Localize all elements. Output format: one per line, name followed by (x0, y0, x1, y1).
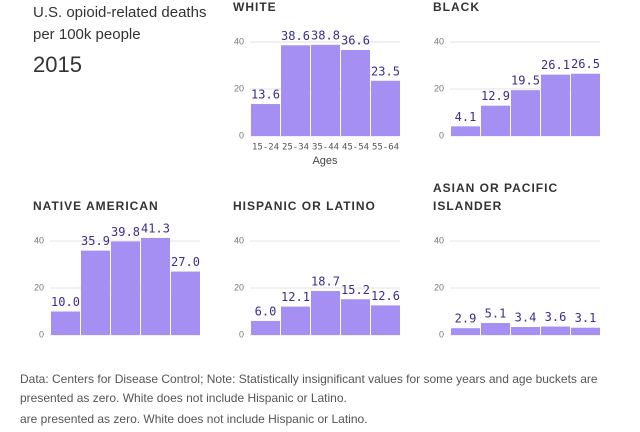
y-tick-label: 20 (234, 83, 244, 93)
bar (171, 271, 200, 335)
year: 2015 (33, 52, 82, 77)
x-tick-label: 55-64 (372, 143, 399, 153)
bar (341, 299, 370, 335)
bar (451, 328, 480, 335)
x-axis-label: Ages (312, 155, 338, 167)
value-label: 12.1 (281, 290, 310, 304)
y-tick-label: 40 (234, 36, 244, 46)
bar (371, 305, 400, 335)
bar (251, 104, 280, 136)
bar (511, 90, 540, 136)
bar (81, 250, 110, 335)
bar (481, 323, 510, 335)
bar (541, 326, 570, 335)
value-label: 6.0 (255, 304, 277, 318)
bar (451, 126, 480, 136)
bar (141, 237, 170, 335)
value-label: 27.0 (171, 255, 200, 269)
x-tick-label: 35-44 (312, 143, 339, 153)
note: are presented as zero. White does not in… (20, 412, 368, 426)
value-label: 36.6 (341, 33, 370, 47)
bar (281, 45, 310, 136)
bar (481, 105, 510, 136)
bar (341, 49, 370, 136)
panel-title: ASIAN OR PACIFIC ISLANDER (433, 181, 559, 214)
value-label: 5.1 (485, 307, 507, 321)
value-label: 26.1 (541, 58, 570, 72)
value-label: 18.7 (311, 275, 340, 289)
value-label: 38.8 (311, 28, 340, 42)
bar (311, 291, 340, 335)
value-label: 10.0 (51, 295, 80, 309)
value-label: 38.6 (281, 29, 310, 43)
y-tick-label: 0 (39, 329, 44, 339)
page-title: U.S. opioid-related deaths per 100k peop… (33, 4, 207, 43)
x-tick-label: 25-34 (282, 143, 309, 153)
y-tick-label: 40 (434, 36, 444, 46)
bar (51, 311, 80, 335)
notes: Data: Centers for Disease Control; Note:… (20, 370, 625, 431)
value-label: 3.1 (575, 311, 597, 325)
panel-title: HISPANIC OR LATINO (233, 199, 376, 214)
value-label: 26.5 (571, 57, 600, 71)
bar (571, 73, 600, 136)
bar (541, 74, 570, 136)
bar (511, 327, 540, 335)
panel-title: NATIVE AMERICAN (33, 199, 159, 214)
value-label: 2.9 (455, 312, 477, 326)
value-label: 4.1 (455, 110, 477, 124)
value-label: 3.4 (515, 311, 537, 325)
y-tick-label: 40 (34, 235, 44, 245)
y-tick-label: 0 (239, 130, 244, 140)
panel-title: BLACK (433, 0, 480, 15)
value-label: 12.9 (481, 89, 510, 103)
bar (571, 327, 600, 335)
value-label: 13.6 (251, 88, 280, 102)
y-tick-label: 20 (434, 83, 444, 93)
value-label: 39.8 (111, 225, 140, 239)
bar (111, 241, 140, 335)
x-tick-label: 45-54 (342, 143, 369, 153)
value-label: 15.2 (341, 283, 370, 297)
panel-title: WHITE (233, 0, 277, 15)
y-tick-label: 0 (439, 130, 444, 140)
bar (371, 80, 400, 136)
y-tick-label: 40 (434, 235, 444, 245)
y-tick-label: 40 (234, 235, 244, 245)
value-label: 41.3 (141, 221, 170, 235)
value-label: 3.6 (545, 310, 567, 324)
value-label: 19.5 (511, 74, 540, 88)
y-tick-label: 20 (434, 282, 444, 292)
value-label: 35.9 (81, 234, 110, 248)
y-tick-label: 20 (234, 282, 244, 292)
y-tick-label: 0 (439, 329, 444, 339)
value-label: 23.5 (371, 64, 400, 78)
bar (311, 44, 340, 136)
note: Data: Centers for Disease Control; Note:… (20, 372, 598, 405)
y-tick-label: 0 (239, 329, 244, 339)
bar (281, 306, 310, 335)
value-label: 12.6 (371, 289, 400, 303)
y-tick-label: 20 (34, 282, 44, 292)
bar (251, 320, 280, 335)
x-tick-label: 15-24 (252, 143, 279, 153)
